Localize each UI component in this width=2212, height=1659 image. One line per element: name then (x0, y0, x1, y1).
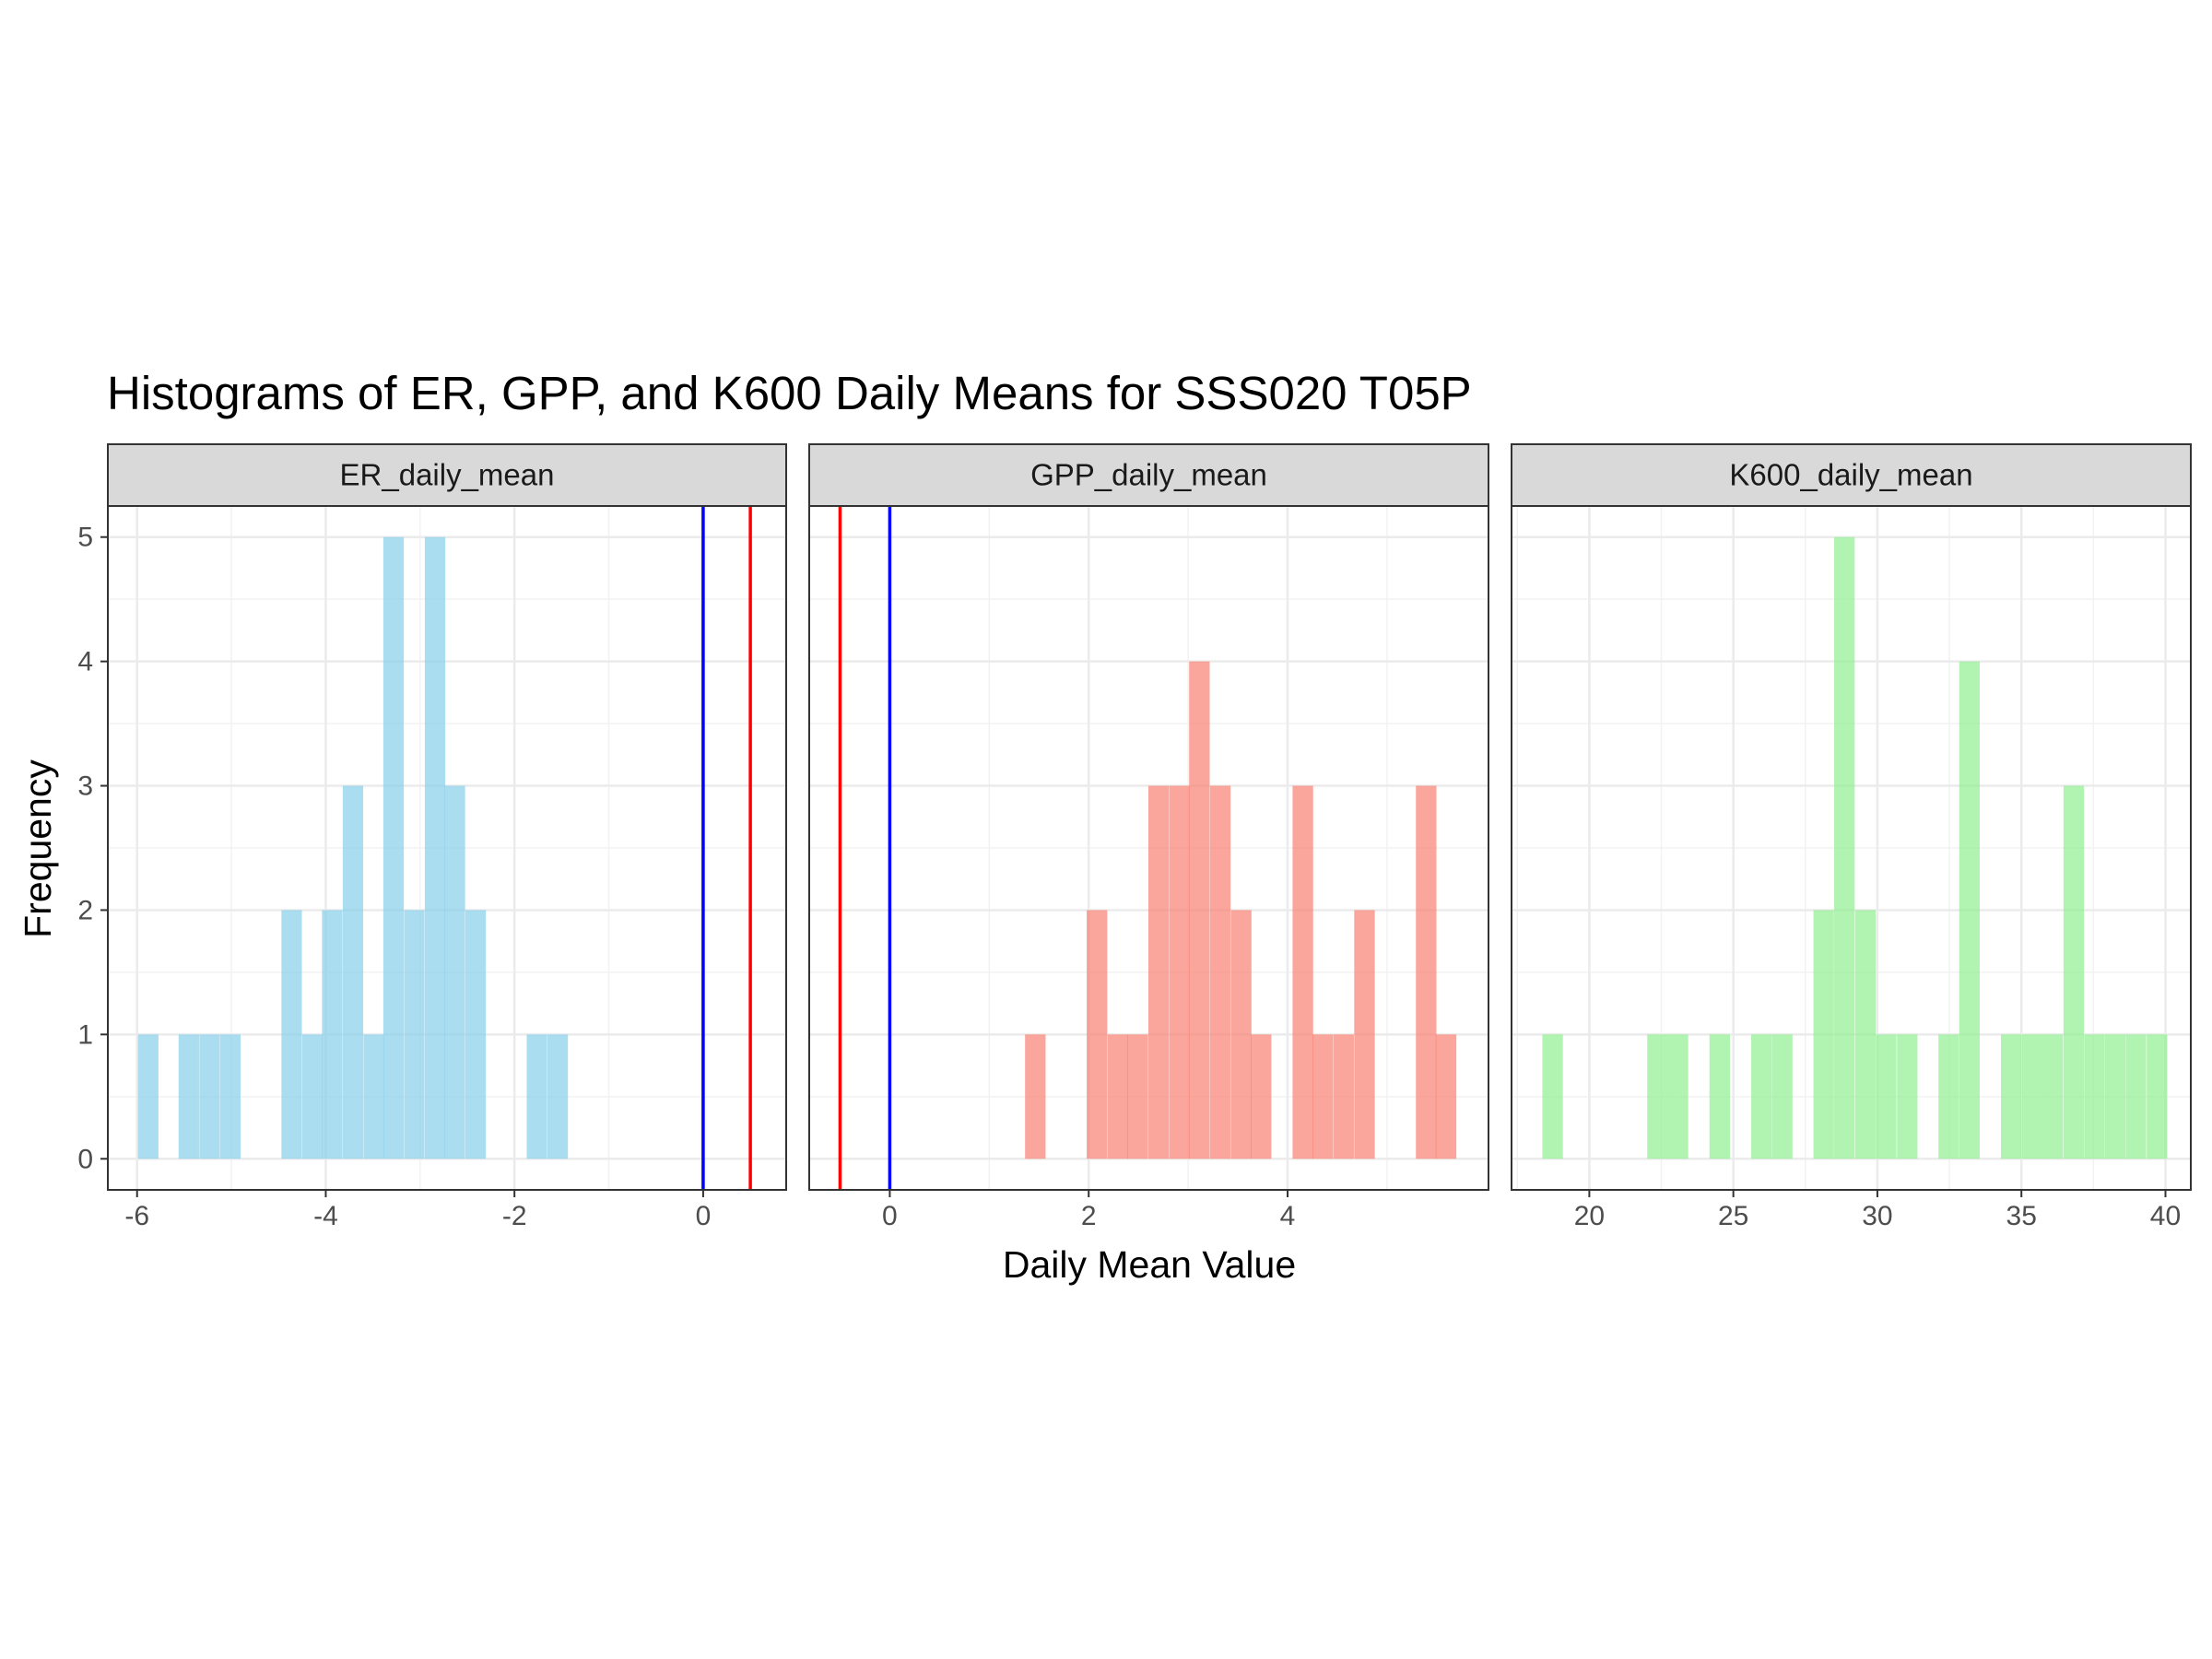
histogram-bar (1542, 1034, 1563, 1159)
facet-K600_daily_mean: K600_daily_mean 20 25 30 35 40 (1511, 443, 2192, 1231)
x-tick-label: -2 (502, 1201, 527, 1231)
histogram-bar (363, 1034, 384, 1159)
histogram-bar (1025, 1034, 1046, 1159)
histogram-bar (404, 910, 425, 1159)
x-tick-label: 4 (1280, 1201, 1296, 1231)
x-tick-label: 25 (1718, 1201, 1748, 1231)
x-tick-label: 30 (1862, 1201, 1892, 1231)
histogram-bar (1107, 1034, 1129, 1159)
x-tick-label: -6 (124, 1201, 149, 1231)
histogram-bar (1189, 661, 1210, 1159)
histogram-bar (1876, 1034, 1897, 1159)
y-tick-label: 1 (77, 1019, 93, 1050)
histogram-bar (2021, 1034, 2043, 1159)
histogram-bar (2125, 1034, 2147, 1159)
histogram-bar (178, 1034, 199, 1159)
histogram-bar (281, 910, 302, 1159)
histogram-bar (1230, 910, 1252, 1159)
chart-title: Histograms of ER, GPP, and K600 Daily Me… (107, 367, 1472, 419)
x-axis-title: Daily Mean Value (1003, 1243, 1296, 1286)
histogram-bar (1771, 1034, 1793, 1159)
histogram-bar (137, 1034, 159, 1159)
histogram-bar (219, 1034, 241, 1159)
y-tick-label: 2 (77, 895, 93, 925)
histogram-bar (1647, 1034, 1668, 1159)
histogram-bar (2042, 1034, 2064, 1159)
histogram-bar (1251, 1034, 1272, 1159)
histogram-bar (382, 536, 405, 1159)
histogram-bar (1897, 1034, 1918, 1159)
histogram-bar (1751, 1034, 1772, 1159)
histogram-bar (1813, 910, 1834, 1159)
histogram-bar (1169, 785, 1190, 1159)
histogram-bar (199, 1034, 220, 1159)
x-tick-label: 20 (1574, 1201, 1605, 1231)
histogram-bar (1959, 661, 1980, 1159)
facet-ER_daily_mean: ER_daily_mean -6 -4 -2 0 0 1 2 3 4 5 (77, 443, 787, 1231)
histogram-bar (444, 785, 465, 1159)
histogram-bar (1127, 1034, 1148, 1159)
facet-strip (1511, 443, 2192, 507)
facet-panels: ER_daily_mean -6 -4 -2 0 0 1 2 3 4 5 GPP_daily_mean… (77, 443, 2192, 1231)
histogram-bar (1416, 785, 1437, 1159)
histogram-bar (424, 536, 446, 1159)
y-tick-label: 0 (77, 1144, 93, 1174)
histogram-bar (1435, 1034, 1457, 1159)
histogram-bar (1087, 910, 1108, 1159)
histogram-bar (2104, 1034, 2126, 1159)
x-tick-label: 0 (882, 1201, 898, 1231)
histogram-bar (526, 1034, 547, 1159)
panel-border (1511, 505, 2192, 1191)
histogram-bar (1854, 910, 1877, 1159)
histogram-bar (1938, 1034, 1959, 1159)
histogram-bar (322, 910, 343, 1159)
histogram-bar (1834, 536, 1855, 1159)
x-tick-label: 35 (2006, 1201, 2037, 1231)
histogram-bar (1667, 1034, 1688, 1159)
histogram-bar (1354, 910, 1375, 1159)
histogram-bar (547, 1034, 569, 1159)
panel-border (808, 505, 1489, 1191)
facet-GPP_daily_mean: GPP_daily_mean 0 2 4 (808, 443, 1489, 1231)
x-tick-label: 40 (2150, 1201, 2181, 1231)
facet-strip-label: ER_daily_mean (340, 458, 555, 492)
histogram-bar (2084, 1034, 2105, 1159)
histogram-bar (1292, 785, 1313, 1159)
x-tick-label: -4 (313, 1201, 338, 1231)
histogram-bar (1209, 785, 1231, 1159)
histogram-bar (2147, 1034, 2168, 1159)
x-tick-label: 0 (696, 1201, 712, 1231)
y-tick-label: 5 (77, 523, 93, 553)
facet-strip-label: GPP_daily_mean (1030, 458, 1267, 492)
y-axis-title: Frequency (17, 759, 59, 938)
y-tick-label: 4 (77, 647, 93, 677)
histogram-bar (1333, 1034, 1354, 1159)
histogram-bar (301, 1034, 324, 1159)
facet-strip (107, 443, 787, 507)
histogram-bar (1147, 785, 1170, 1159)
histogram-bar (1709, 1034, 1730, 1159)
histogram-bar (2001, 1034, 2022, 1159)
histogram-bar (342, 785, 364, 1159)
panel-border (107, 505, 787, 1191)
histogram-bar (1312, 1034, 1334, 1159)
facet-strip-label: K600_daily_mean (1729, 458, 1972, 492)
histogram-bar (465, 910, 487, 1159)
x-tick-label: 2 (1081, 1201, 1097, 1231)
histogram-bar (2063, 785, 2085, 1159)
y-tick-label: 3 (77, 771, 93, 802)
